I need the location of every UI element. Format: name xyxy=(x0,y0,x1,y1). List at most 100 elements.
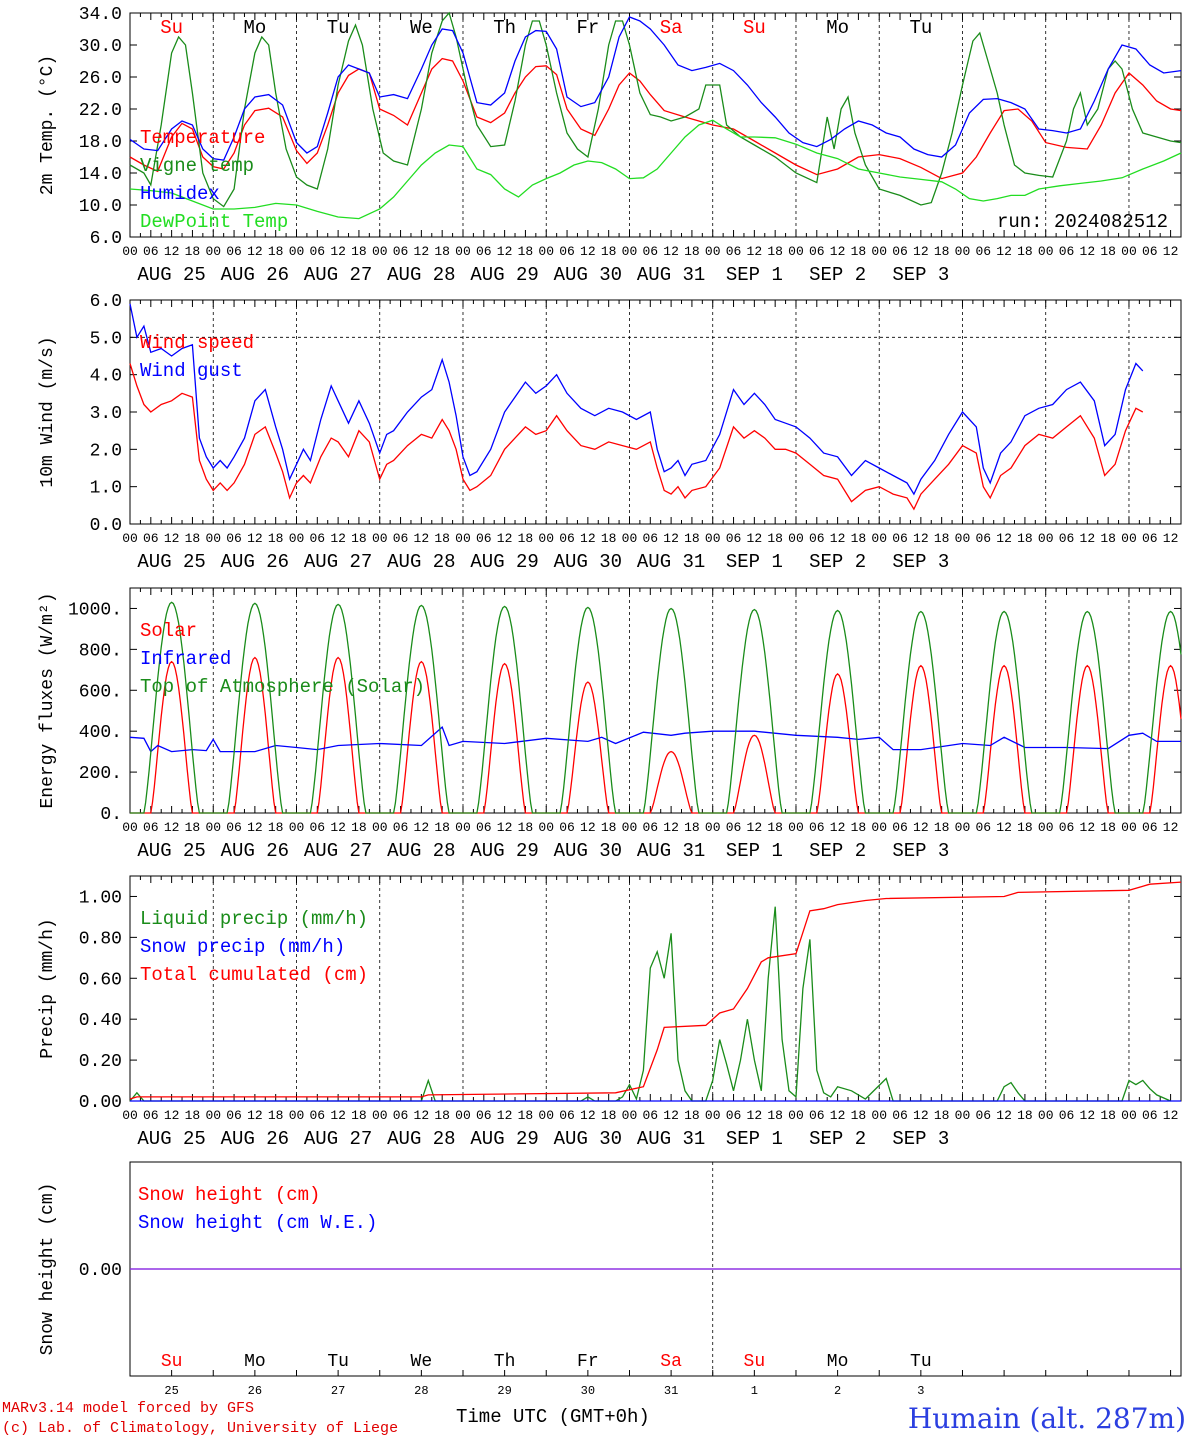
hour-tick-label: 00 xyxy=(1121,531,1137,546)
hour-tick-label: 12 xyxy=(247,820,263,835)
hour-tick-label: 06 xyxy=(393,531,409,546)
hour-tick-label: 12 xyxy=(580,531,596,546)
hour-tick-label: 00 xyxy=(538,820,554,835)
hour-tick-label: 00 xyxy=(705,244,721,259)
hour-tick-label: 00 xyxy=(372,244,388,259)
weekday-label: Tu xyxy=(327,1352,349,1372)
legend-entry: Top of Atmosphere (Solar) xyxy=(140,676,425,698)
hour-tick-label: 06 xyxy=(809,820,825,835)
date-label: AUG 31 xyxy=(637,840,705,862)
y-tick-label: 4.0 xyxy=(90,367,122,387)
legend-entry: DewPoint Temp xyxy=(140,211,288,233)
hour-tick-label: 00 xyxy=(871,820,887,835)
hour-tick-label: 06 xyxy=(642,1108,658,1123)
hour-tick-label: 06 xyxy=(809,244,825,259)
hour-tick-label: 00 xyxy=(788,1108,804,1123)
hour-tick-label: 06 xyxy=(476,820,492,835)
weekday-label: Su xyxy=(160,17,183,39)
hour-tick-label: 12 xyxy=(164,531,180,546)
y-tick-label: 0.60 xyxy=(79,970,122,990)
hour-tick-label: 06 xyxy=(476,244,492,259)
date-label: AUG 28 xyxy=(387,840,455,862)
hour-tick-label: 00 xyxy=(955,820,971,835)
weekday-label: Tu xyxy=(910,1352,932,1372)
weekday-label: Tu xyxy=(327,17,350,39)
weekday-label: Th xyxy=(493,17,516,39)
hour-tick-label: 18 xyxy=(268,244,284,259)
hour-tick-label: 06 xyxy=(1059,531,1075,546)
hour-tick-label: 12 xyxy=(663,1108,679,1123)
series-line xyxy=(129,119,1182,220)
hour-tick-label: 00 xyxy=(788,820,804,835)
legend-entry: Wind speed xyxy=(140,332,254,354)
model-credit: MARv3.14 model forced by GFS xyxy=(2,1400,255,1417)
legend-entry: Solar xyxy=(140,620,197,642)
hour-tick-label: 12 xyxy=(1080,244,1096,259)
hour-tick-label: 06 xyxy=(310,244,326,259)
legend-entry: Snow height (cm) xyxy=(138,1184,320,1206)
series-line xyxy=(129,363,1144,511)
hour-tick-label: 12 xyxy=(996,1108,1012,1123)
hour-tick-label: 00 xyxy=(122,1108,138,1123)
hour-tick-label: 12 xyxy=(996,820,1012,835)
y-tick-label: 6.0 xyxy=(90,229,122,249)
series-line xyxy=(129,16,1182,161)
hour-tick-label: 06 xyxy=(1142,1108,1158,1123)
y-tick-label: 3.0 xyxy=(90,404,122,424)
series-line xyxy=(130,601,1182,814)
hour-tick-label: 12 xyxy=(164,244,180,259)
hour-tick-label: 12 xyxy=(1080,820,1096,835)
hour-tick-label: 12 xyxy=(663,820,679,835)
hour-tick-label: 00 xyxy=(538,1108,554,1123)
weekday-label: We xyxy=(411,1352,433,1372)
hour-tick-label: 06 xyxy=(393,244,409,259)
date-label: AUG 31 xyxy=(637,551,705,573)
hour-tick-label: 12 xyxy=(1163,1108,1179,1123)
panel-snow: Su Mo Tu We Th Fr Sa Su Mo Tu 25 26 27 28 29 30 31 1 2 3 0.0… xyxy=(38,1161,1182,1398)
series-line xyxy=(129,881,1182,1100)
hour-tick-label: 06 xyxy=(310,531,326,546)
hour-tick-label: 06 xyxy=(726,244,742,259)
y-tick-label: 0. xyxy=(100,805,122,825)
date-label: AUG 30 xyxy=(554,840,622,862)
hour-tick-label: 00 xyxy=(455,244,471,259)
weekday-label: We xyxy=(410,17,433,39)
hour-tick-label: 12 xyxy=(330,244,346,259)
panel-frame xyxy=(129,587,1182,814)
hour-tick-label: 00 xyxy=(1038,531,1054,546)
date-label: AUG 27 xyxy=(304,840,372,862)
lab-credit: (c) Lab. of Climatology, University of L… xyxy=(2,1420,399,1437)
date-label: AUG 29 xyxy=(470,264,538,286)
legend-entry: Wind gust xyxy=(140,360,243,382)
hour-tick-label: 12 xyxy=(330,1108,346,1123)
hour-tick-label: 06 xyxy=(975,820,991,835)
series-line xyxy=(129,11,1182,208)
hour-tick-label: 06 xyxy=(476,1108,492,1123)
y-tick-label: 600. xyxy=(79,682,122,702)
y-tick-label: 0.00 xyxy=(79,1261,122,1281)
hour-tick-label: 00 xyxy=(955,1108,971,1123)
date-label: SEP 3 xyxy=(892,840,949,862)
legend-entry: Infrared xyxy=(140,648,231,670)
hour-tick-label: 12 xyxy=(996,531,1012,546)
day-number-label: 3 xyxy=(917,1384,924,1398)
hour-tick-label: 12 xyxy=(913,244,929,259)
hour-tick-label: 12 xyxy=(747,1108,763,1123)
hour-tick-label: 18 xyxy=(601,531,617,546)
hour-tick-label: 06 xyxy=(559,244,575,259)
hour-tick-label: 06 xyxy=(642,531,658,546)
y-tick-label: 400. xyxy=(79,723,122,743)
series-line xyxy=(129,725,1181,753)
panel-energy: 00 06 12 18 00 06 12 18 00 06 12 18 00 06 12 18 00 06 12 18… xyxy=(38,587,1182,862)
weekday-label: Fr xyxy=(576,17,599,39)
hour-tick-label: 18 xyxy=(1017,820,1033,835)
legend-entry: Vigne temp xyxy=(140,155,254,177)
y-tick-label: 0.80 xyxy=(79,929,122,949)
hour-tick-label: 06 xyxy=(726,820,742,835)
date-label: AUG 27 xyxy=(304,264,372,286)
y-axis-label: Energy fluxes (W/m²) xyxy=(38,592,58,808)
y-tick-label: 0.40 xyxy=(79,1011,122,1031)
hour-tick-label: 06 xyxy=(1142,244,1158,259)
station-name: Humain (alt. 287m) xyxy=(907,1402,1186,1435)
hour-tick-label: 18 xyxy=(684,1108,700,1123)
